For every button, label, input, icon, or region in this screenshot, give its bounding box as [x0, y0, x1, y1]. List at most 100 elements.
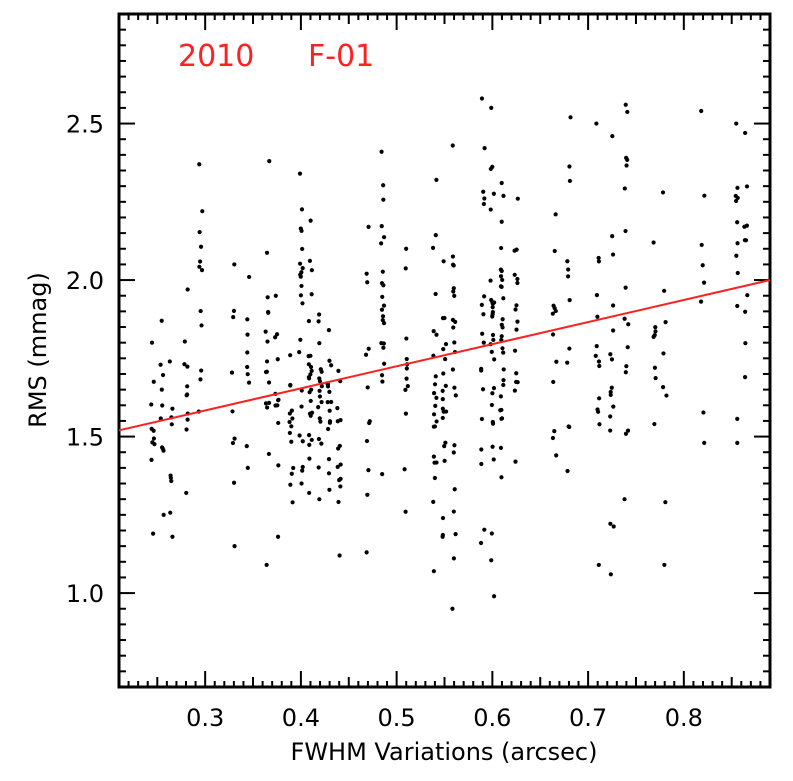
data-point — [499, 475, 504, 480]
data-point — [479, 447, 484, 452]
data-point — [565, 360, 570, 365]
data-point — [662, 288, 667, 293]
data-point — [337, 443, 342, 449]
data-point — [515, 380, 520, 385]
data-point — [482, 196, 487, 201]
data-point — [229, 370, 235, 375]
data-point — [611, 303, 616, 308]
data-point — [735, 185, 740, 190]
data-point — [566, 267, 571, 272]
data-point — [450, 367, 456, 372]
data-point — [231, 314, 236, 320]
data-point — [624, 364, 629, 369]
data-point — [263, 401, 269, 406]
data-point — [611, 328, 616, 333]
data-point — [299, 404, 304, 409]
data-point — [567, 298, 572, 303]
annotation-year: 2010 — [178, 39, 254, 74]
data-point — [490, 312, 495, 317]
data-point — [701, 410, 706, 415]
data-point — [597, 363, 602, 369]
data-point — [337, 553, 342, 558]
data-point — [151, 379, 156, 384]
data-point — [498, 284, 504, 289]
data-point — [499, 416, 505, 421]
data-point — [160, 372, 166, 378]
data-point — [609, 385, 614, 390]
data-point — [168, 510, 173, 515]
data-point — [451, 450, 456, 455]
data-point — [488, 207, 493, 212]
data-point — [554, 359, 559, 364]
data-point — [597, 422, 602, 427]
data-point — [440, 515, 446, 521]
data-point — [702, 440, 707, 445]
data-point — [567, 178, 573, 184]
data-point — [609, 357, 615, 362]
data-point — [319, 383, 324, 389]
data-point — [625, 109, 630, 115]
data-point — [267, 159, 272, 164]
data-point — [735, 195, 740, 201]
data-point — [512, 272, 517, 277]
data-point — [402, 467, 407, 472]
data-point — [382, 361, 387, 366]
data-point — [319, 441, 324, 446]
data-point — [245, 317, 250, 322]
data-point — [594, 344, 599, 349]
data-point — [197, 229, 202, 235]
data-point — [698, 299, 704, 304]
data-point — [514, 247, 519, 252]
data-point — [198, 244, 204, 249]
data-point — [499, 219, 504, 224]
data-point — [735, 303, 740, 309]
data-point — [309, 368, 314, 373]
data-point — [652, 421, 657, 427]
data-point — [265, 339, 270, 344]
data-point — [169, 478, 174, 484]
data-point — [184, 490, 189, 496]
data-point — [182, 362, 187, 367]
data-point — [498, 445, 504, 450]
data-point — [245, 372, 250, 377]
data-point — [336, 368, 341, 373]
data-point — [380, 317, 385, 323]
data-point — [317, 376, 322, 381]
data-point — [596, 562, 601, 568]
data-point — [501, 378, 506, 383]
data-point — [499, 180, 504, 186]
data-point — [151, 436, 157, 441]
data-point — [498, 394, 503, 399]
data-point — [501, 296, 506, 301]
data-point — [699, 242, 704, 248]
data-point — [381, 345, 386, 350]
data-point — [335, 406, 340, 411]
x-tick-labels: 0.3 0.4 0.5 0.6 0.7 0.8 — [186, 704, 703, 732]
data-point — [326, 426, 331, 432]
data-point — [453, 532, 458, 537]
data-point — [380, 294, 385, 299]
data-point — [185, 287, 190, 292]
data-point — [160, 446, 165, 451]
data-point — [450, 606, 455, 611]
data-point — [297, 433, 302, 438]
data-point — [299, 388, 304, 393]
data-point — [489, 105, 494, 111]
data-point — [403, 387, 408, 392]
data-point — [329, 399, 334, 405]
data-point — [198, 308, 203, 314]
data-point — [170, 534, 175, 539]
data-point — [318, 367, 323, 372]
data-point — [185, 417, 190, 422]
data-point — [514, 327, 519, 332]
data-point — [433, 374, 438, 379]
data-point — [490, 305, 495, 310]
data-point — [623, 285, 628, 290]
data-point — [198, 377, 203, 382]
data-point — [158, 362, 163, 367]
data-point — [185, 384, 190, 389]
x-tick-label: 0.7 — [569, 704, 607, 732]
data-point — [653, 375, 658, 381]
data-point — [608, 414, 613, 419]
data-point — [451, 289, 456, 294]
